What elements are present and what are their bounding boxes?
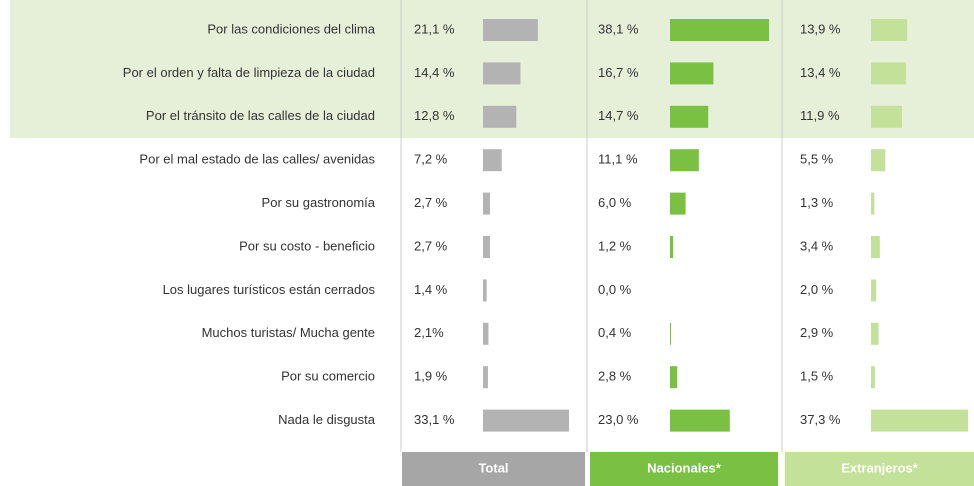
bar xyxy=(670,62,714,85)
column-header: Nacionales* xyxy=(647,460,722,475)
value-label: 3,4 % xyxy=(800,238,834,253)
value-label: 2,7 % xyxy=(414,195,448,210)
bar xyxy=(871,149,886,172)
bar xyxy=(670,236,674,258)
column-header: Total xyxy=(478,460,508,475)
category-label: Por el mal estado de las calles/ avenida… xyxy=(139,152,375,167)
value-label: 1,4 % xyxy=(414,282,448,297)
category-label: Por el orden y falta de limpieza de la c… xyxy=(123,65,375,80)
value-label: 2,8 % xyxy=(598,369,632,384)
bar xyxy=(871,409,968,432)
bar xyxy=(670,105,709,128)
category-label: Por el tránsito de las calles de la ciud… xyxy=(146,108,375,123)
bar xyxy=(871,62,906,85)
bar xyxy=(483,279,487,302)
value-label: 13,4 % xyxy=(800,65,841,80)
bar xyxy=(871,192,875,215)
bar xyxy=(483,19,538,41)
value-label: 2,0 % xyxy=(800,282,834,297)
category-label: Por su gastronomía xyxy=(262,195,376,210)
value-label: 1,3 % xyxy=(800,195,834,210)
value-label: 14,4 % xyxy=(414,65,455,80)
bar xyxy=(871,366,875,389)
category-label: Los lugares turísticos están cerrados xyxy=(163,282,376,297)
bar xyxy=(871,105,902,128)
bar xyxy=(483,62,521,85)
value-label: 12,8 % xyxy=(414,108,455,123)
column-header-bg xyxy=(785,452,974,486)
bar xyxy=(670,322,672,345)
value-label: 2,1% xyxy=(414,325,444,340)
column-header-bg xyxy=(402,452,585,486)
value-label: 11,9 % xyxy=(800,108,840,123)
bar xyxy=(871,279,877,302)
column-header-bg xyxy=(590,452,778,486)
bar xyxy=(871,322,879,345)
value-label: 5,5 % xyxy=(800,152,834,167)
column-header: Extranjeros* xyxy=(841,460,919,475)
value-label: 6,0 % xyxy=(598,195,632,210)
value-label: 1,2 % xyxy=(598,238,632,253)
bar xyxy=(670,366,678,389)
category-label: Muchos turistas/ Mucha gente xyxy=(202,325,375,340)
value-label: 13,9 % xyxy=(800,21,841,36)
value-label: 37,3 % xyxy=(800,412,841,427)
bar xyxy=(483,409,570,432)
value-label: 2,7 % xyxy=(414,238,448,253)
category-label: Por las condiciones del clima xyxy=(207,21,375,36)
value-label: 1,5 % xyxy=(800,369,834,384)
bar xyxy=(483,192,491,215)
value-label: 0,0 % xyxy=(598,282,632,297)
value-label: 0,4 % xyxy=(598,325,632,340)
bar xyxy=(483,366,488,389)
bar xyxy=(670,409,730,432)
value-label: 14,7 % xyxy=(598,108,639,123)
category-label: Nada le disgusta xyxy=(278,412,376,427)
category-label: Por su comercio xyxy=(281,369,375,384)
value-label: 7,2 % xyxy=(414,152,448,167)
value-label: 2,9 % xyxy=(800,325,834,340)
bar xyxy=(483,149,502,172)
value-label: 1,9 % xyxy=(414,369,448,384)
bar xyxy=(483,322,489,345)
bar xyxy=(670,19,770,41)
bar xyxy=(871,19,908,41)
value-label: 11,1 % xyxy=(598,152,638,167)
value-label: 21,1 % xyxy=(414,21,455,36)
value-label: 33,1 % xyxy=(414,412,455,427)
value-label: 38,1 % xyxy=(598,21,639,36)
category-label: Por su costo - beneficio xyxy=(239,238,375,253)
bar xyxy=(871,236,880,258)
value-label: 16,7 % xyxy=(598,65,639,80)
bar xyxy=(483,105,517,128)
bar xyxy=(670,192,686,215)
value-label: 23,0 % xyxy=(598,412,639,427)
bar xyxy=(483,236,491,258)
bar xyxy=(670,149,699,172)
